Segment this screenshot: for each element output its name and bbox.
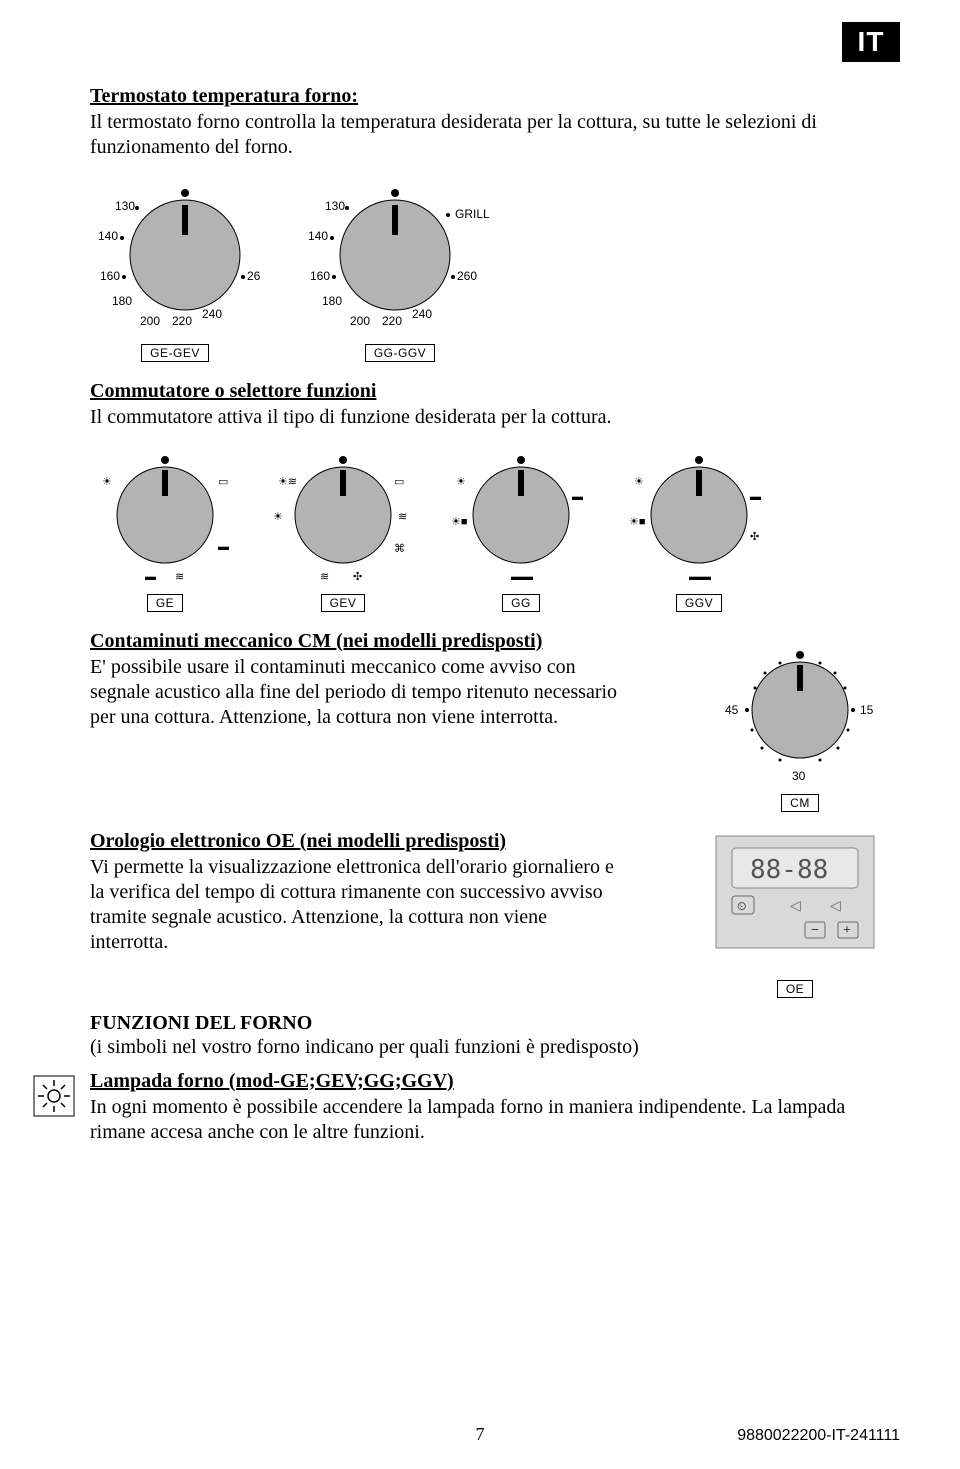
svg-text:200: 200: [140, 314, 160, 328]
svg-text:260: 260: [247, 269, 260, 283]
svg-text:240: 240: [412, 307, 432, 321]
svg-text:240: 240: [202, 307, 222, 321]
svg-text:▬▬: ▬▬: [511, 571, 533, 583]
svg-text:−: −: [811, 923, 819, 938]
svg-text:☀: ☀: [634, 476, 644, 488]
model-label: GEV: [321, 594, 366, 612]
section5-body: (i simboli nel vostro forno indicano per…: [90, 1035, 900, 1060]
svg-text:☀■: ☀■: [451, 516, 468, 528]
svg-text:+: +: [843, 923, 851, 938]
svg-text:88-88: 88-88: [750, 855, 828, 885]
svg-text:GRILL: GRILL: [455, 207, 490, 221]
svg-text:≋: ≋: [398, 511, 407, 523]
selector-dial-gg: ☀ ☀■ ▬ ▬▬: [446, 440, 596, 590]
selector-dial-ggv: ☀ ☀■ ▬ ✣ ▬▬: [624, 440, 774, 590]
section3-heading: Contaminuti meccanico CM (nei modelli pr…: [90, 630, 700, 653]
svg-text:160: 160: [310, 269, 330, 283]
svg-text:180: 180: [112, 294, 132, 308]
svg-text:⏲: ⏲: [737, 899, 746, 913]
section4-heading: Orologio elettronico OE (nei modelli pre…: [90, 830, 690, 853]
section3-body: E' possibile usare il contaminuti meccan…: [90, 655, 630, 730]
svg-text:260: 260: [457, 269, 477, 283]
svg-text:130: 130: [325, 199, 345, 213]
svg-text:15: 15: [860, 703, 874, 717]
svg-text:☀: ☀: [456, 476, 466, 488]
timer-dial-cm: 45 15 30: [720, 630, 880, 790]
model-label: OE: [777, 980, 813, 998]
electronic-clock-oe: 88-88 ⏲ ◁ ◁ − +: [710, 830, 880, 970]
svg-text:140: 140: [98, 229, 118, 243]
svg-text:220: 220: [382, 314, 402, 328]
model-label: GE: [147, 594, 183, 612]
lamp-heading: Lampada forno (mod-GE;GEV;GG;GGV): [90, 1070, 900, 1093]
svg-text:▬: ▬: [572, 491, 583, 503]
svg-text:▭: ▭: [394, 476, 404, 488]
svg-text:45: 45: [725, 703, 739, 717]
model-label: GG: [502, 594, 540, 612]
svg-text:✣: ✣: [750, 531, 759, 543]
svg-text:160: 160: [100, 269, 120, 283]
svg-text:☀■: ☀■: [629, 516, 646, 528]
svg-text:▬▬: ▬▬: [689, 571, 711, 583]
model-label: GG-GGV: [365, 344, 435, 362]
svg-text:☀≋: ☀≋: [278, 476, 297, 488]
svg-text:30: 30: [792, 769, 806, 783]
svg-text:180: 180: [322, 294, 342, 308]
lamp-icon: [32, 1074, 76, 1118]
thermostat-dial-ge: 130 140 160 180 200 220 240 260: [90, 170, 260, 340]
svg-text:✣: ✣: [353, 571, 362, 583]
svg-text:◁: ◁: [790, 899, 801, 914]
svg-text:≋: ≋: [175, 571, 184, 583]
svg-text:▬: ▬: [750, 491, 761, 503]
svg-text:▭: ▭: [218, 476, 228, 488]
doc-reference: 9880022200-IT-241111: [737, 1427, 900, 1445]
svg-text:☀: ☀: [102, 476, 112, 488]
svg-text:▬: ▬: [145, 571, 156, 583]
svg-text:140: 140: [308, 229, 328, 243]
svg-text:⌘: ⌘: [394, 543, 405, 555]
svg-text:220: 220: [172, 314, 192, 328]
lamp-body: In ogni momento è possibile accendere la…: [90, 1095, 900, 1145]
thermostat-dials-row: 130 140 160 180 200 220 240 260 GE-GEV 1…: [90, 170, 900, 362]
model-label: GGV: [676, 594, 722, 612]
svg-text:200: 200: [350, 314, 370, 328]
selector-dial-gev: ☀≋ ☀ ▭ ≋ ⌘ ≋ ✣: [268, 440, 418, 590]
country-flag: IT: [842, 22, 900, 62]
svg-text:≋: ≋: [320, 571, 329, 583]
svg-text:◁: ◁: [830, 899, 841, 914]
selector-dials-row: ☀ ▭ ▬ ▬ ≋ GE ☀≋ ☀ ▭ ≋ ⌘ ≋ ✣ GEV: [90, 440, 900, 612]
svg-text:☀: ☀: [273, 511, 283, 523]
section2-body: Il commutatore attiva il tipo di funzion…: [90, 405, 900, 430]
thermostat-dial-gg: 130 140 160 180 200 220 240 260 GRILL: [300, 170, 500, 340]
section2-heading: Commutatore o selettore funzioni: [90, 380, 900, 403]
svg-text:▬: ▬: [218, 541, 229, 553]
model-label: CM: [781, 794, 819, 812]
svg-text:130: 130: [115, 199, 135, 213]
section1-body: Il termostato forno controlla la tempera…: [90, 110, 900, 160]
section4-body: Vi permette la visualizzazione elettroni…: [90, 855, 630, 955]
model-label: GE-GEV: [141, 344, 209, 362]
section5-heading: FUNZIONI DEL FORNO: [90, 1012, 900, 1035]
selector-dial-ge: ☀ ▭ ▬ ▬ ≋: [90, 440, 240, 590]
section1-heading: Termostato temperatura forno:: [90, 85, 900, 108]
